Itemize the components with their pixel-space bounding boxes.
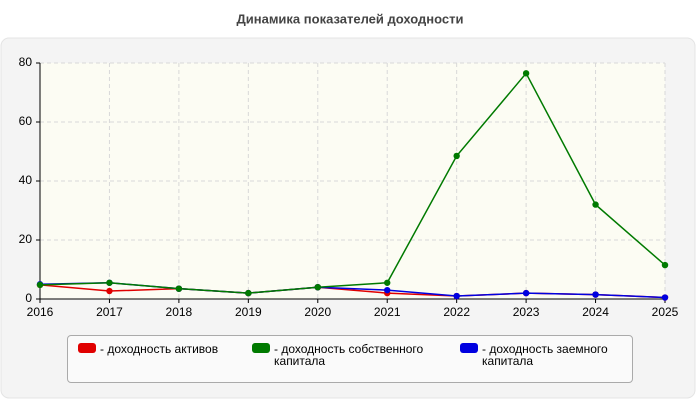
legend-swatch	[460, 343, 478, 353]
data-point	[36, 281, 44, 289]
legend-item: - доходность заемного капитала	[460, 343, 635, 367]
data-point	[106, 287, 113, 295]
data-point	[592, 201, 599, 208]
y-tick-label: 60	[19, 114, 33, 128]
y-tick-label: 0	[25, 291, 32, 305]
data-point	[314, 284, 321, 291]
legend-item: - доходность собственного капитала	[252, 343, 427, 367]
legend: - доходность активов - доходность собстве…	[67, 335, 633, 383]
data-point	[522, 70, 530, 77]
x-tick-label: 2019	[235, 305, 262, 319]
x-tick-label: 2025	[652, 305, 679, 319]
x-tick-label: 2020	[304, 305, 331, 319]
data-point	[592, 291, 599, 298]
chart-title: Динамика показателей доходности	[236, 11, 463, 26]
x-tick-label: 2023	[513, 305, 540, 319]
data-point	[661, 261, 669, 269]
data-point	[175, 285, 183, 292]
legend-label: - доходность заемного капитала	[482, 342, 608, 368]
data-point	[384, 279, 391, 286]
data-point	[661, 294, 669, 301]
data-point	[106, 279, 113, 286]
x-tick-label: 2024	[582, 305, 609, 319]
x-tick-label: 2017	[96, 305, 123, 319]
series-line	[39, 71, 666, 294]
data-point	[384, 286, 391, 294]
x-tick-label: 2016	[27, 305, 54, 319]
data-point	[522, 289, 530, 297]
y-tick-label: 40	[19, 173, 33, 187]
legend-label: - доходность собственного капитала	[274, 342, 424, 368]
y-tick-label: 20	[19, 232, 33, 246]
x-tick-label: 2022	[443, 305, 470, 319]
legend-item: - доходность активов	[78, 343, 253, 355]
legend-swatch	[252, 343, 270, 353]
x-tick-label: 2018	[166, 305, 193, 319]
y-tick-label: 80	[19, 55, 33, 69]
legend-swatch	[78, 343, 96, 353]
data-point	[245, 289, 252, 297]
data-point	[453, 292, 460, 300]
legend-label: - доходность активов	[100, 342, 219, 356]
data-point	[453, 152, 460, 160]
x-tick-label: 2021	[374, 305, 401, 319]
